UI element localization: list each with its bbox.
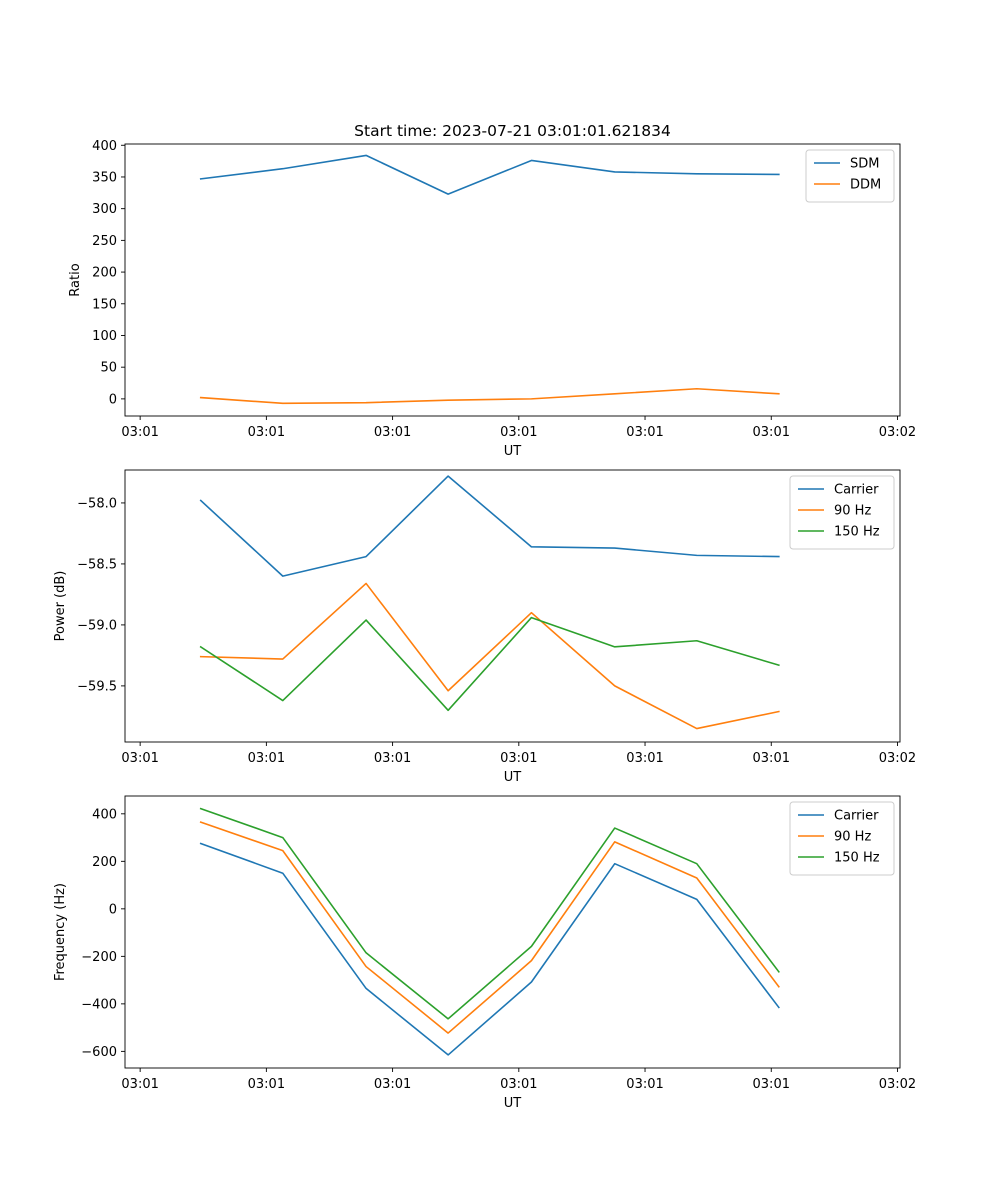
x-tick-label: 03:01 [753,1077,790,1092]
x-tick-label: 03:01 [374,1077,411,1092]
x-axis-label: UT [504,444,522,459]
y-axis-label: Frequency (Hz) [53,883,68,981]
chart-title: Start time: 2023-07-21 03:01:01.621834 [354,122,671,140]
y-tick-label: −600 [81,1045,117,1060]
x-tick-label: 03:01 [500,1077,537,1092]
x-tick-label: 03:02 [879,1077,916,1092]
axes-frame [124,795,901,1069]
axes-frame [124,143,901,417]
y-tick-label: −200 [81,950,117,965]
x-tick-label: 03:01 [500,425,537,440]
series-line-ddm [199,387,780,405]
y-axis-label: Power (dB) [53,571,68,642]
y-tick-label: −400 [81,997,117,1012]
y-tick-label: −59.5 [77,679,117,694]
legend: Carrier 90 Hz 150 Hz [789,475,895,550]
y-tick-label: 350 [92,170,117,185]
legend-label: DDM [850,178,881,193]
x-tick-label: 03:01 [753,751,790,766]
x-tick-label: 03:01 [626,751,663,766]
y-tick-label: 50 [100,361,117,376]
subplot-2: 03:01 03:01 03:01 03:01 03:01 03:01 03:02 −59.5… [53,469,916,785]
y-tick-label: 250 [92,234,117,249]
legend: SDM DDM [805,149,895,203]
series-line-150-hz [199,807,780,1020]
x-tick-label: 03:01 [248,425,285,440]
x-tick-label: 03:01 [374,751,411,766]
x-tick-label: 03:01 [500,751,537,766]
legend-label: 150 Hz [834,851,880,866]
x-tick-label: 03:01 [374,425,411,440]
x-axis-label: UT [504,770,522,785]
series-line-90-hz [199,582,780,730]
series-line-150-hz [199,616,780,712]
x-tick-label: 03:01 [248,1077,285,1092]
y-tick-label: −58.5 [77,557,117,572]
x-tick-label: 03:01 [753,425,790,440]
y-tick-label: 400 [92,139,117,154]
axes-frame [124,469,901,743]
series-line-carrier [199,842,780,1056]
subplot-3: 03:01 03:01 03:01 03:01 03:01 03:01 03:02 −600 −… [53,795,916,1111]
legend-label: Carrier [834,483,879,498]
legend: Carrier 90 Hz 150 Hz [789,801,895,876]
y-tick-label: 400 [92,807,117,822]
x-tick-label: 03:01 [626,1077,663,1092]
legend-label: 90 Hz [834,504,871,519]
y-tick-label: −59.0 [77,618,117,633]
y-tick-label: 200 [92,855,117,870]
legend-label: SDM [850,157,879,172]
legend-label: Carrier [834,809,879,824]
x-axis-label: UT [504,1096,522,1111]
y-tick-label: 100 [92,329,117,344]
x-tick-label: 03:01 [121,751,158,766]
x-tick-label: 03:01 [121,425,158,440]
y-axis-label: Ratio [68,263,83,296]
legend-label: 150 Hz [834,525,880,540]
x-tick-label: 03:01 [121,1077,158,1092]
y-tick-label: 0 [109,392,117,407]
y-tick-label: 0 [109,902,117,917]
series-line-90-hz [199,821,780,1034]
x-tick-label: 03:02 [879,425,916,440]
legend-label: 90 Hz [834,830,871,845]
x-tick-label: 03:01 [626,425,663,440]
y-tick-label: 200 [92,266,117,281]
y-tick-label: 150 [92,297,117,312]
y-tick-label: −58.0 [77,496,117,511]
subplot-1: Start time: 2023-07-21 03:01:01.62183403… [68,122,916,459]
series-line-carrier [199,475,780,577]
y-tick-label: 300 [92,202,117,217]
x-tick-label: 03:01 [248,751,285,766]
x-tick-label: 03:02 [879,751,916,766]
series-line-sdm [199,154,780,195]
